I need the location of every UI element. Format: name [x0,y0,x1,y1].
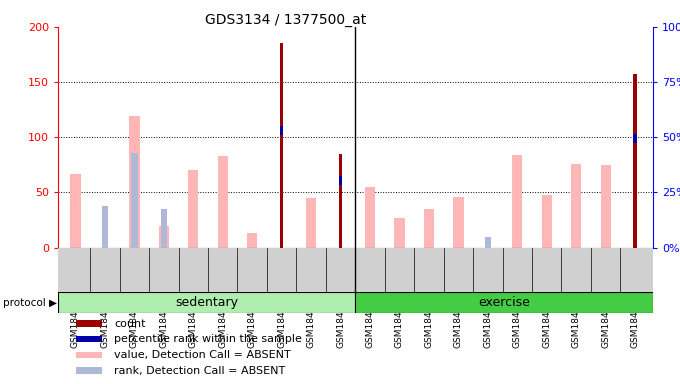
Bar [131,153,137,248]
Bar [129,116,139,248]
Text: percentile rank within the sample: percentile rank within the sample [114,334,302,344]
Bar [633,74,637,248]
Bar [633,134,637,143]
Bar [70,174,81,248]
Bar [158,226,169,248]
Text: sedentary: sedentary [175,296,238,309]
Text: exercise: exercise [478,296,530,309]
Text: value, Detection Call = ABSENT: value, Detection Call = ABSENT [114,350,291,360]
Bar [571,164,581,248]
Bar [188,170,199,248]
Bar [485,237,491,248]
Text: protocol ▶: protocol ▶ [3,298,57,308]
Bar [102,206,108,248]
Bar [454,197,464,248]
Text: GDS3134 / 1377500_at: GDS3134 / 1377500_at [205,13,367,27]
Text: rank, Detection Call = ABSENT: rank, Detection Call = ABSENT [114,366,286,376]
Bar [75,352,103,358]
Bar [75,336,103,343]
Bar [280,43,284,248]
Bar [58,292,355,313]
Bar [75,367,103,374]
Bar [339,154,342,248]
Bar [394,218,405,248]
Bar [280,126,284,135]
Bar [541,195,552,248]
Bar [218,156,228,248]
Bar [160,209,167,248]
Bar [306,198,316,248]
Bar [339,176,342,185]
Bar [247,233,257,248]
Bar [600,165,611,248]
Text: count: count [114,319,146,329]
Bar [424,209,434,248]
Bar [365,187,375,248]
Bar [75,320,103,327]
Bar [512,155,522,248]
Bar [355,292,653,313]
